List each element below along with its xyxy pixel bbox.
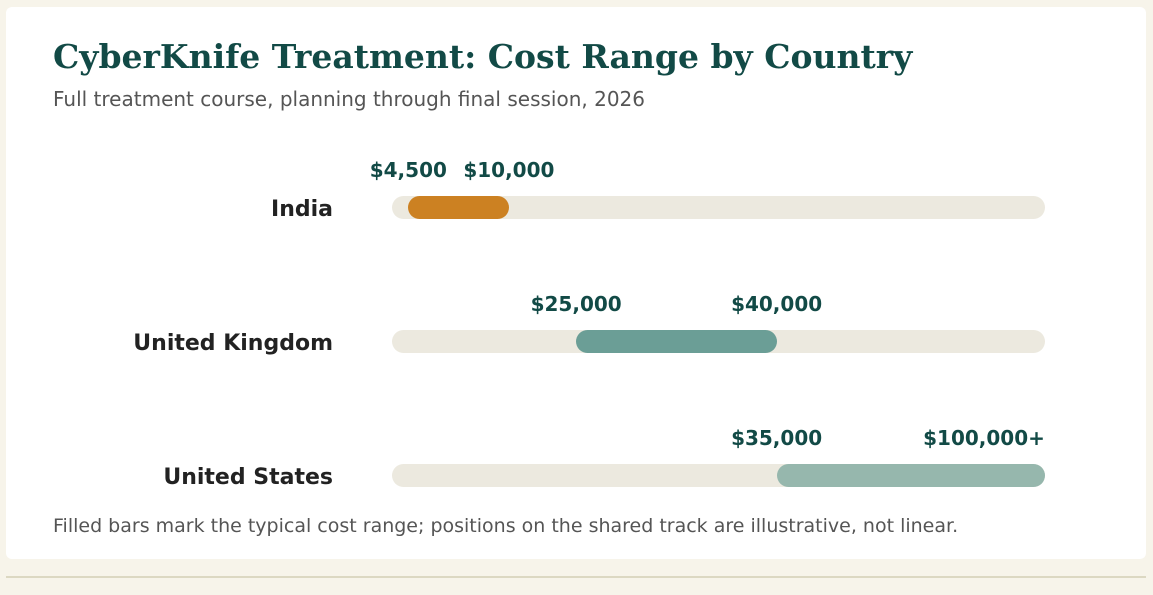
bar-row-united-kingdom: United Kingdom $25,000 $40,000 bbox=[6, 279, 1146, 359]
bottom-divider bbox=[6, 576, 1146, 578]
range-high-label: $10,000 bbox=[463, 158, 555, 182]
category-label: United Kingdom bbox=[133, 331, 333, 356]
range-high-label: $40,000 bbox=[731, 292, 823, 316]
range-track bbox=[392, 464, 1045, 487]
category-label: India bbox=[271, 197, 333, 222]
range-low-label: $4,500 bbox=[369, 158, 447, 182]
range-high-label: $100,000+ bbox=[923, 426, 1045, 450]
chart-subtitle: Full treatment course, planning through … bbox=[53, 87, 645, 111]
range-low-label: $25,000 bbox=[530, 292, 622, 316]
chart-card: CyberKnife Treatment: Cost Range by Coun… bbox=[6, 7, 1146, 559]
category-label: United States bbox=[163, 465, 333, 490]
bar-row-india: India $4,500 $10,000 bbox=[6, 145, 1146, 225]
bar-row-united-states: United States $35,000 $100,000+ bbox=[6, 413, 1146, 493]
chart-footnote: Filled bars mark the typical cost range;… bbox=[53, 515, 959, 537]
range-bar-india bbox=[408, 196, 509, 219]
range-bar-united-states bbox=[776, 464, 1045, 487]
chart-title: CyberKnife Treatment: Cost Range by Coun… bbox=[53, 37, 913, 76]
range-track bbox=[392, 196, 1045, 219]
range-track bbox=[392, 330, 1045, 353]
chart-rows: India $4,500 $10,000 United Kingdom $25,000 $… bbox=[6, 7, 1146, 559]
range-bar-united-kingdom bbox=[576, 330, 777, 353]
range-low-label: $35,000 bbox=[731, 426, 823, 450]
